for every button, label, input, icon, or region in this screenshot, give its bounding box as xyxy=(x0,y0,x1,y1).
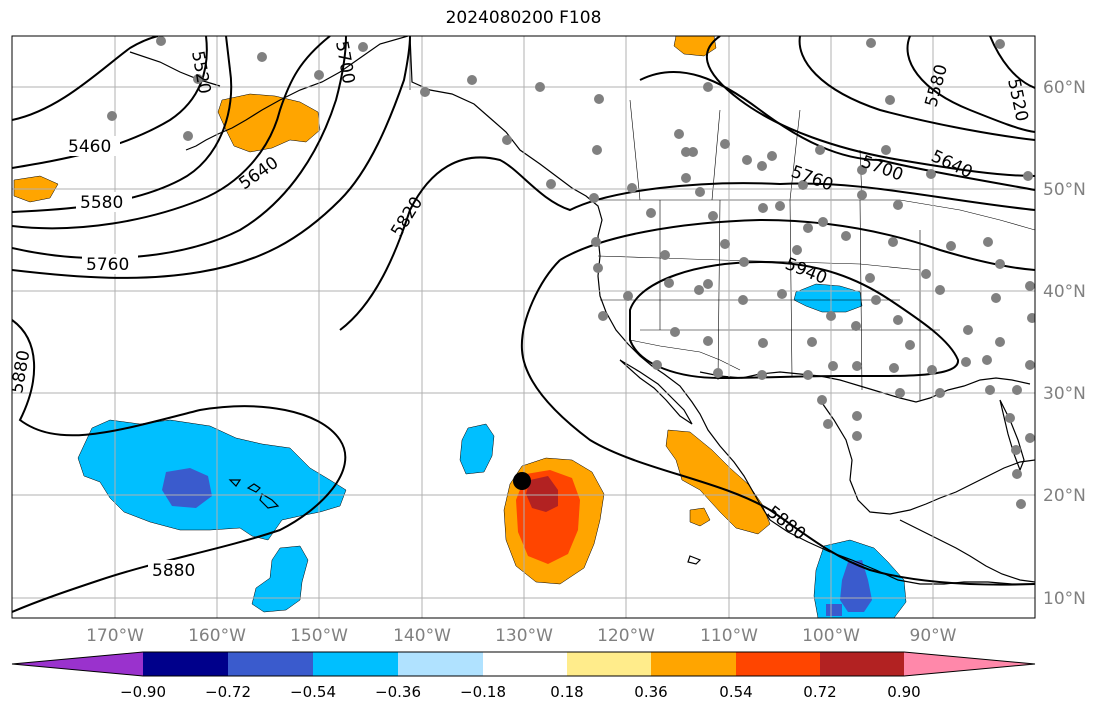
colorbar-swatch-10 xyxy=(904,652,1035,676)
colorbar-tick-6: 0.36 xyxy=(634,683,668,701)
lon-label-120w: 120°W xyxy=(597,626,655,646)
lon-label-90w: 90°W xyxy=(909,626,957,646)
colorbar-swatch-1 xyxy=(143,652,228,676)
contour-label-5460: 5460 xyxy=(68,137,111,157)
map-frame xyxy=(11,35,1036,619)
lon-label-110w: 110°W xyxy=(700,626,758,646)
colorbar-swatch-7 xyxy=(651,652,736,676)
political-borders xyxy=(409,36,1035,400)
graticule xyxy=(12,36,1035,618)
colorbar-tick-9: 0.90 xyxy=(887,683,921,701)
colorbar-tick-5: 0.18 xyxy=(550,683,584,701)
lat-label-30n: 30°N xyxy=(1043,384,1086,404)
colorbar-swatch-3 xyxy=(313,652,398,676)
lat-label-50n: 50°N xyxy=(1043,180,1086,200)
lon-label-140w: 140°W xyxy=(393,626,451,646)
station-dots xyxy=(107,36,1035,509)
lat-label-60n: 60°N xyxy=(1043,78,1086,98)
colorbar-tick-1: −0.72 xyxy=(205,683,251,701)
colorbar-tick-7: 0.54 xyxy=(719,683,753,701)
map-title: 2024080200 F108 xyxy=(445,8,602,28)
colorbar-tick-8: 0.72 xyxy=(803,683,837,701)
colorbar xyxy=(11,651,1036,677)
location-marker xyxy=(513,472,531,490)
colorbar-swatch-8 xyxy=(736,652,820,676)
lon-label-130w: 130°W xyxy=(495,626,553,646)
lon-label-150w: 150°W xyxy=(290,626,348,646)
contour-label-5580: 5580 xyxy=(80,193,123,213)
colorbar-swatch-4 xyxy=(398,652,483,676)
anomaly-shading xyxy=(13,36,907,618)
lon-label-160w: 160°W xyxy=(188,626,246,646)
colorbar-tick-4: −0.18 xyxy=(460,683,506,701)
contour-label-5880-pacific: 5880 xyxy=(152,561,195,581)
contour-label-5760: 5760 xyxy=(86,255,129,275)
lon-label-170w: 170°W xyxy=(86,626,144,646)
lat-label-20n: 20°N xyxy=(1043,486,1086,506)
colorbar-tick-0: −0.90 xyxy=(120,683,166,701)
colorbar-swatch-6 xyxy=(567,652,651,676)
contour-label-5880-west: 5880 xyxy=(7,349,34,395)
lat-label-40n: 40°N xyxy=(1043,282,1086,302)
colorbar-swatch-9 xyxy=(820,652,904,676)
colorbar-tick-3: −0.36 xyxy=(375,683,421,701)
colorbar-swatch-5 xyxy=(483,652,567,676)
lat-label-10n: 10°N xyxy=(1043,589,1086,609)
colorbar-tick-2: −0.54 xyxy=(290,683,336,701)
lon-label-100w: 100°W xyxy=(802,626,860,646)
colorbar-swatch-0 xyxy=(12,652,143,676)
colorbar-swatch-2 xyxy=(228,652,313,676)
